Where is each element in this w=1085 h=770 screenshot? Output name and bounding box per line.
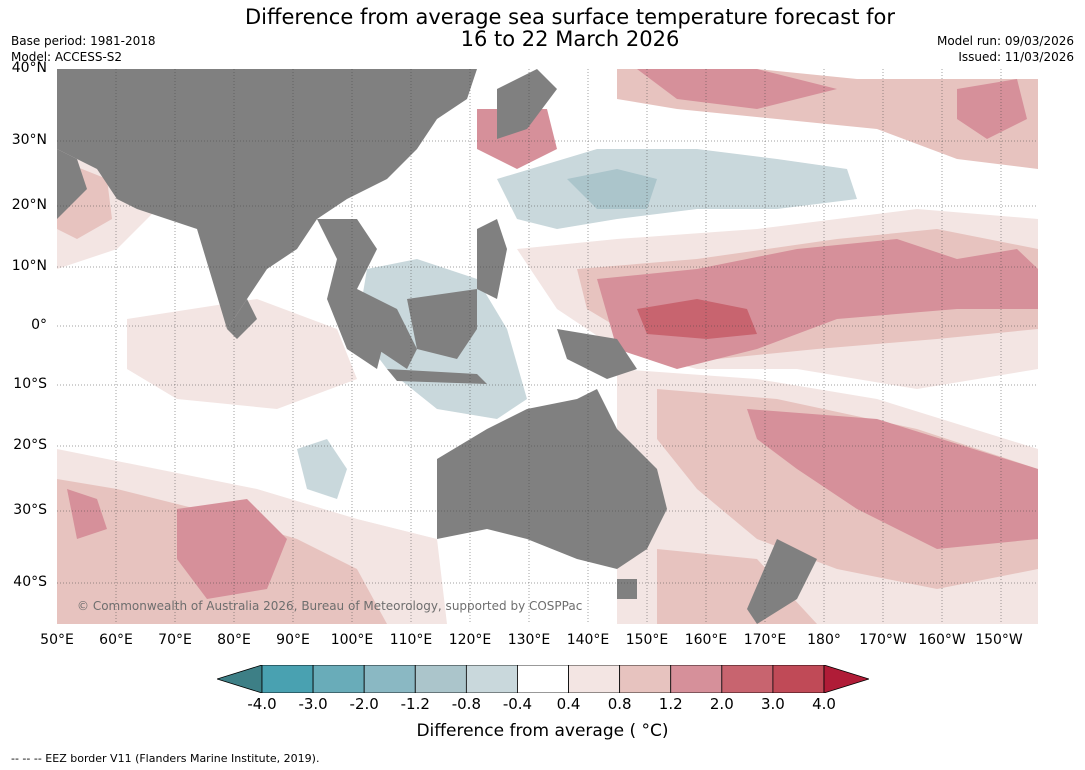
colorbar-swatch — [312, 664, 365, 694]
land-tasmania — [617, 579, 637, 599]
colorbar-tick-label: -0.8 — [451, 695, 481, 713]
issued-label: Issued: 11/03/2026 — [958, 50, 1074, 64]
land-philippines — [477, 219, 507, 299]
map-title-line1: Difference from average sea surface temp… — [245, 5, 895, 29]
eez-footnote: -- -- -- EEZ border V11 (Flanders Marine… — [11, 752, 320, 765]
colorbar-tick-label: 0.8 — [607, 695, 632, 713]
lon-label-160w: 160°W — [918, 632, 966, 648]
land-sri-lanka — [227, 299, 257, 339]
colorbar-tick-label: 2.0 — [709, 695, 734, 713]
base-period-label: Base period: 1981-2018 — [11, 34, 156, 48]
colorbar-swatch — [363, 664, 416, 694]
land-sumatra — [357, 289, 417, 369]
meta-left: Base period: 1981-2018 Model: ACCESS-S2 — [11, 33, 156, 65]
copyright-notice: © Commonwealth of Australia 2026, Bureau… — [77, 599, 583, 613]
contour-north-pacific-cool — [497, 149, 857, 229]
contour-northeast-pacific-hot — [957, 79, 1027, 139]
lon-label-160e: 160°E — [684, 632, 728, 648]
contour-southern-indian-hot — [177, 499, 287, 599]
lon-label-80e: 80°E — [217, 632, 251, 648]
land-java — [387, 369, 487, 384]
colorbar-swatch — [721, 664, 774, 694]
lon-label-180: 180° — [807, 632, 841, 648]
lat-label-30n: 30°N — [11, 132, 47, 148]
model-label: Model: ACCESS-S2 — [11, 50, 123, 64]
colorbar-swatch — [670, 664, 723, 694]
land-arabia — [57, 149, 87, 219]
colorbar-tick-label: 4.0 — [812, 695, 836, 713]
colorbar-title: Difference from average ( °C) — [416, 721, 669, 741]
lon-label-140e: 140°E — [566, 632, 610, 648]
land-borneo — [407, 289, 477, 359]
contour-indian-cool — [297, 439, 347, 499]
land-japan-korea — [497, 69, 557, 139]
lat-label-40s: 40°S — [13, 574, 47, 590]
map-title-line2: 16 to 22 March 2026 — [460, 27, 680, 51]
colorbar-swatch — [568, 664, 621, 694]
colorbar-tick-label: -0.4 — [502, 695, 533, 713]
land-new-guinea — [557, 329, 637, 379]
map-canvas — [57, 69, 1038, 624]
colorbar-extend-high — [823, 664, 871, 694]
colorbar-extend-low — [215, 664, 263, 694]
colorbar-swatch — [772, 664, 825, 694]
land-new-zealand — [747, 539, 817, 624]
land-australia — [437, 389, 667, 569]
colorbar-swatch — [414, 664, 467, 694]
model-run-label: Model run: 09/03/2026 — [936, 34, 1074, 48]
contour-indian-ocean-central — [127, 299, 357, 409]
colorbar-tick-label: 3.0 — [760, 695, 785, 713]
lon-label-130e: 130°E — [507, 632, 551, 648]
colorbar-swatch — [619, 664, 672, 694]
graticule — [57, 69, 1038, 624]
lat-label-20n: 20°N — [11, 197, 47, 213]
lon-label-50e: 50°E — [40, 632, 74, 648]
colorbar-graphic — [215, 664, 871, 694]
land-asia — [57, 69, 477, 329]
lat-label-30s: 30°S — [13, 502, 47, 518]
colorbar-tick-label: 0.4 — [556, 695, 581, 713]
contour-pacific-hotspot — [637, 299, 757, 339]
lat-label-0: 0° — [31, 317, 47, 333]
contour-north-pacific-cooler — [567, 169, 657, 209]
lon-label-60e: 60°E — [99, 632, 133, 648]
contour-south-pacific-inner — [747, 409, 1038, 549]
colorbar — [215, 664, 871, 694]
lon-label-100e: 100°E — [330, 632, 374, 648]
lon-label-150w: 150°W — [975, 632, 1023, 648]
lon-label-120e: 120°E — [448, 632, 492, 648]
contour-southwest-hot — [67, 489, 107, 539]
lon-label-170e: 170°E — [743, 632, 787, 648]
lat-label-20s: 20°S — [13, 437, 47, 453]
lon-label-110e: 110°E — [389, 632, 433, 648]
lon-label-70e: 70°E — [158, 632, 192, 648]
colorbar-tick-label: -3.0 — [298, 695, 328, 713]
meta-right: Model run: 09/03/2026 Issued: 11/03/2026 — [937, 33, 1074, 65]
lat-label-10s: 10°S — [13, 376, 47, 392]
lat-label-10n: 10°N — [11, 258, 47, 274]
colorbar-tick-label: 1.2 — [658, 695, 683, 713]
colorbar-tick-label: -2.0 — [349, 695, 379, 713]
sst-anomaly-map: © Commonwealth of Australia 2026, Bureau… — [57, 69, 1038, 624]
lon-label-90e: 90°E — [276, 632, 310, 648]
lat-label-40n: 40°N — [11, 60, 47, 76]
contour-north-pacific-hot — [637, 69, 837, 109]
lon-label-150e: 150°E — [625, 632, 669, 648]
colorbar-swatch — [517, 664, 569, 694]
colorbar-tick-label: -1.2 — [400, 695, 430, 713]
lon-label-170w: 170°W — [859, 632, 907, 648]
colorbar-tick-label: -4.0 — [247, 695, 277, 713]
colorbar-swatch — [261, 664, 314, 694]
colorbar-swatch — [465, 664, 518, 694]
